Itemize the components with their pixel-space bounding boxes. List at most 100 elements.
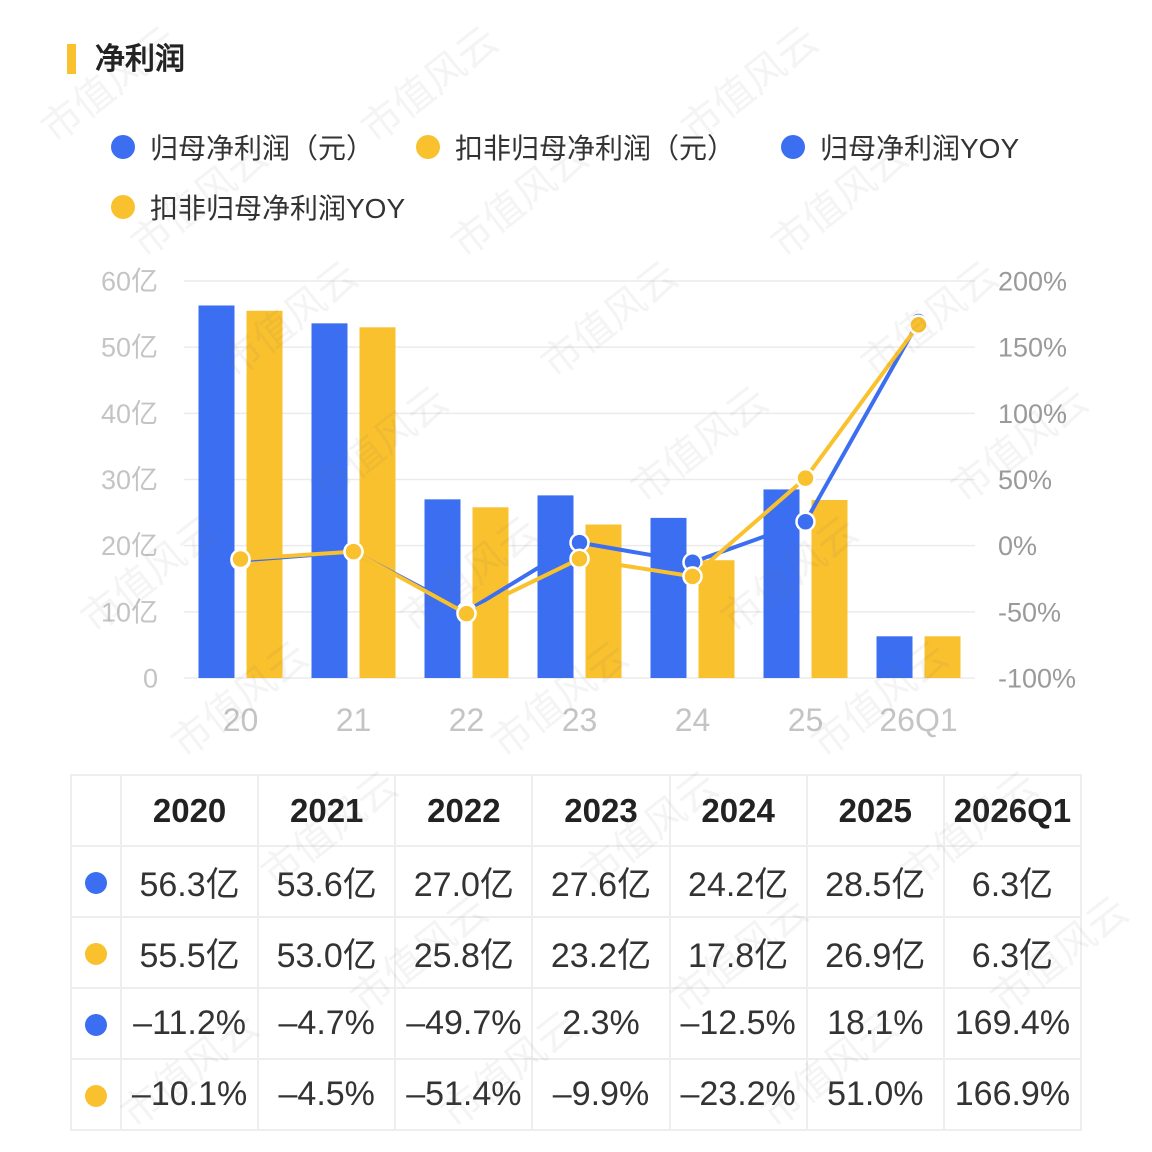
table-row: –11.2% –4.7% –49.7% 2.3% –12.5% 18.1% 169.4% [70,987,1083,1060]
table-cell: 2.3% [531,987,671,1060]
deducted-net-profit-yoy-point-24 [682,566,703,587]
legend-dot-icon [111,195,135,219]
series-marker-cell [70,1058,122,1131]
table-cell: 51.0% [805,1058,945,1131]
chart-title: 净利润 [95,43,185,76]
legend-label: 归母净利润（元） [150,133,375,164]
deducted-net-profit-yoy-point-25 [795,467,816,489]
table-row: –10.1% –4.5% –51.4% –9.9% –23.2% 51.0% 166.9% [70,1058,1083,1131]
net-profit-yoy-point-25 [795,511,816,532]
table-header: 2020 2021 2022 2023 2024 2025 2026Q1 [70,774,1083,847]
table-header-cell: 2020 [119,774,260,847]
gridlines [184,280,975,679]
table-header-cell: 2024 [668,774,808,847]
legend-item-deducted-net-profit: 扣非归母净利润（元） [416,127,735,167]
table-cell: 28.5亿 [805,845,945,918]
table-cell: –4.7% [257,987,397,1060]
table-cell: 17.8亿 [668,916,808,989]
legend-dot-icon [111,135,135,159]
legend-dot-icon [416,135,440,159]
left-axis-tick-label: 0 [143,663,158,693]
right-axis-tick-label: 0% [998,531,1037,561]
legend-item-net-profit: 归母净利润（元） [111,127,374,167]
x-axis-tick-label: 25 [788,702,824,738]
x-axis-tick-label: 26Q1 [879,702,957,738]
deducted-net-profit-bar-22 [472,507,509,678]
deducted-net-profit-bar-20 [246,310,283,678]
series-dot-icon [85,872,107,895]
right-axis-tick-label: -50% [998,597,1061,627]
table-cell: –49.7% [394,987,534,1060]
table-corner-cell [70,774,122,847]
right-axis-tick-label: 200% [998,266,1067,296]
table-body: 56.3亿 53.6亿 27.0亿 27.6亿 24.2亿 28.5亿 6.3亿 55.5亿 5… [70,845,1083,1131]
deducted-net-profit-bar-26Q1 [924,636,961,678]
table-cell: 53.0亿 [257,916,397,989]
net-profit-bar-21 [311,323,348,678]
table-cell: 23.2亿 [531,916,671,989]
series-dot-icon [85,943,107,966]
legend-label: 扣非归母净利润（元） [455,133,736,164]
table-cell: 24.2亿 [668,845,808,918]
table-cell: 6.3亿 [942,845,1083,918]
series-dot-icon [85,1085,107,1108]
table-cell: –51.4% [394,1058,534,1131]
deducted-net-profit-yoy-point-21 [343,541,364,562]
legend-item-deducted-net-profit-yoy: 扣非归母净利润YOY [111,187,405,227]
net-profit-bar-23 [537,495,574,678]
table-cell: 6.3亿 [942,916,1083,989]
net-profit-bar-20 [198,305,235,678]
table-cell: 27.0亿 [394,845,534,918]
table-cell: –12.5% [668,987,808,1060]
legend-label: 归母净利润YOY [820,133,1020,164]
series-marker-cell [70,987,122,1060]
left-axis-tick-label: 10亿 [101,597,158,627]
left-axis-tick-label: 50亿 [101,333,158,363]
title-accent-bar [67,44,76,74]
x-axis-tick-label: 21 [336,702,372,738]
table-header-cell: 2023 [531,774,671,847]
table-cell: 26.9亿 [805,916,945,989]
table-header-row: 2020 2021 2022 2023 2024 2025 2026Q1 [70,774,1083,847]
series-marker-cell [70,916,122,989]
left-axis-tick-label: 60亿 [101,266,158,296]
table-header-cell: 2026Q1 [942,774,1083,847]
x-axis-tick-label: 24 [675,702,711,738]
left-axis-tick-label: 30亿 [101,465,158,495]
x-axis-tick-label: 20 [223,702,259,738]
right-axis-tick-label: 50% [998,465,1052,495]
table-header-cell: 2025 [805,774,945,847]
table-cell: 169.4% [942,987,1083,1060]
table-cell: –11.2% [119,987,260,1060]
table-cell: 166.9% [942,1058,1083,1131]
table-row: 56.3亿 53.6亿 27.0亿 27.6亿 24.2亿 28.5亿 6.3亿 [70,845,1083,918]
table-header-cell: 2022 [394,774,534,847]
left-axis-tick-label: 20亿 [101,531,158,561]
table-cell: 25.8亿 [394,916,534,989]
table-cell: 53.6亿 [257,845,397,918]
deducted-net-profit-yoy-point-26Q1 [908,314,929,336]
legend-dot-icon [781,135,805,159]
table-header-cell: 2021 [257,774,397,847]
table-cell: 18.1% [805,987,945,1060]
deducted-net-profit-bar-24 [698,560,735,678]
table-cell: –23.2% [668,1058,808,1131]
table-cell: –9.9% [531,1058,671,1131]
deducted-net-profit-yoy-point-20 [230,548,251,570]
table-cell: 56.3亿 [119,845,260,918]
series-marker-cell [70,845,122,918]
table-cell: –4.5% [257,1058,397,1131]
net-profit-bar-22 [424,499,461,678]
x-axis-tick-label: 22 [449,702,485,738]
legend-label: 扣非归母净利润YOY [150,193,406,224]
left-axis-tick-label: 40亿 [101,399,158,429]
deducted-net-profit-bar-25 [811,500,848,678]
deducted-net-profit-yoy-point-22 [456,603,477,624]
x-axis-tick-label: 23 [562,702,598,738]
table-row: 55.5亿 53.0亿 25.8亿 23.2亿 17.8亿 26.9亿 6.3亿 [70,916,1083,989]
net-profit-bar-25 [763,489,800,678]
right-axis-tick-label: -100% [998,663,1076,693]
net-profit-bar-24 [650,517,687,678]
right-axis-tick-label: 150% [998,333,1067,363]
table-cell: 27.6亿 [531,845,671,918]
